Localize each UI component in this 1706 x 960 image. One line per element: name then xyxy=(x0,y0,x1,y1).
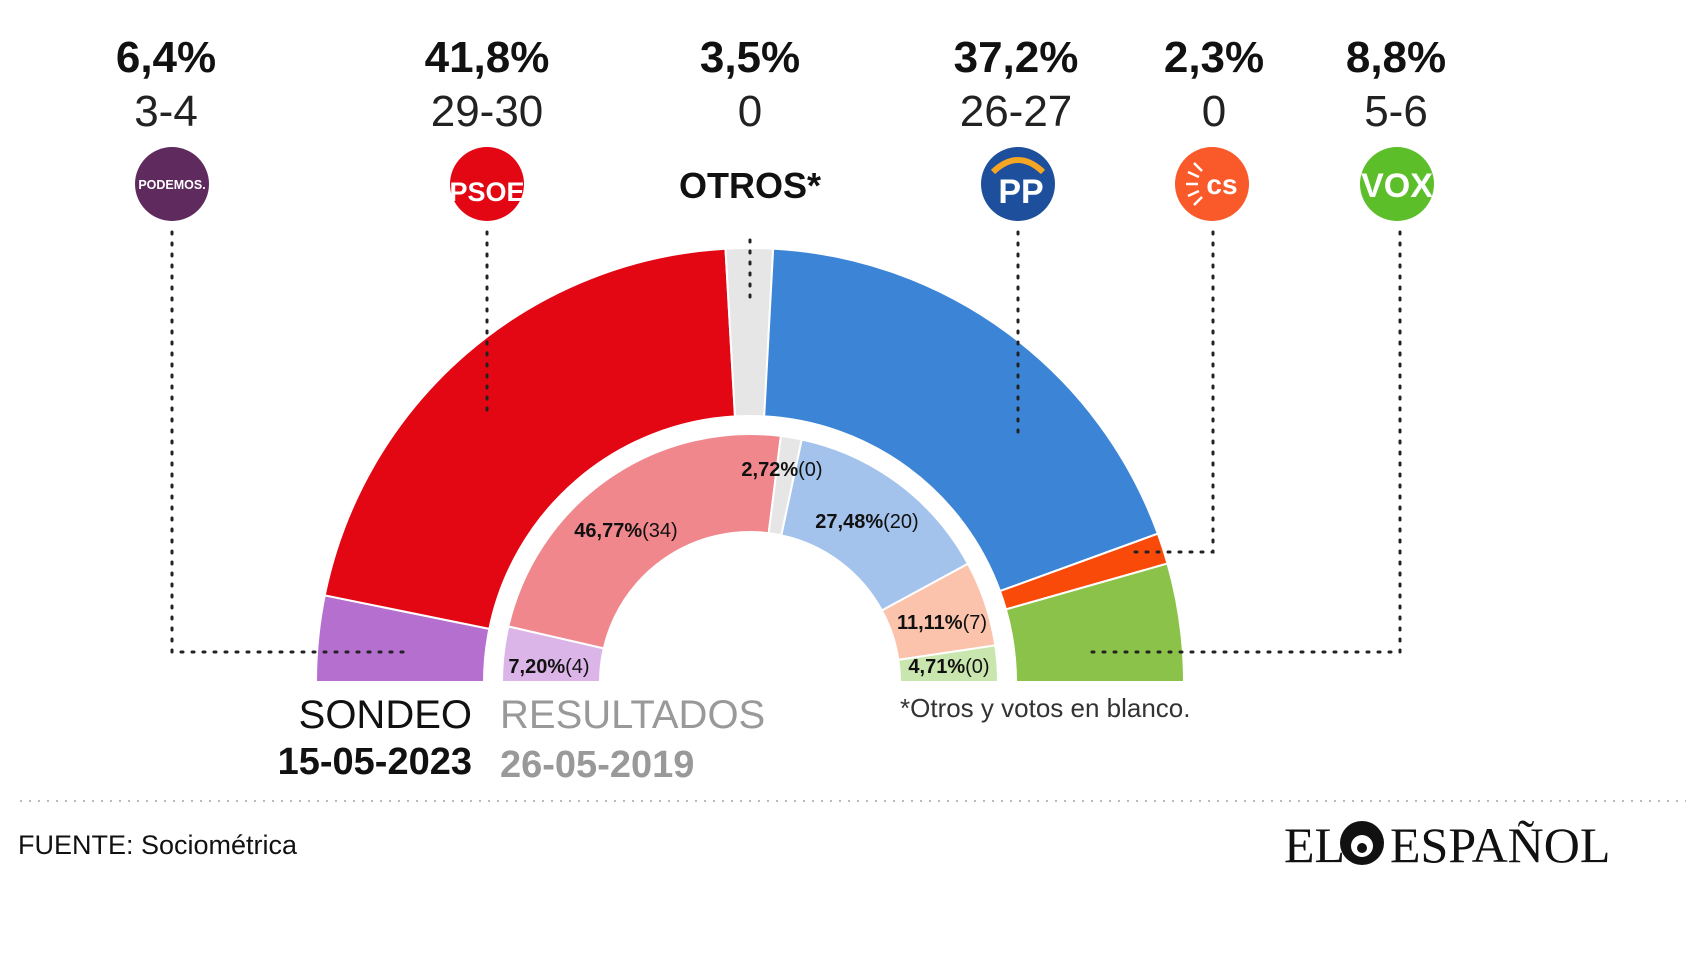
vox-leader-line xyxy=(1084,230,1402,654)
source-text: FUENTE: Sociométrica xyxy=(18,830,298,860)
legend-results-label: RESULTADOS xyxy=(500,693,765,737)
podemos-percent: 6,4% xyxy=(116,33,216,82)
inner-ring-results xyxy=(500,433,1000,683)
svg-text:PP: PP xyxy=(998,173,1043,211)
outer-slice-psoe xyxy=(323,247,737,631)
svg-text:VOX: VOX xyxy=(1361,167,1433,205)
otros-percent: 3,5% xyxy=(700,33,800,82)
podemos-logo-icon: PODEMOS. xyxy=(135,147,209,221)
header-labels: 6,4% 3-4 41,8% 29-30 3,5% 0 37,2% 26-27 … xyxy=(116,33,1446,136)
party-logos: PODEMOS. PSOE OTROS* PP cs VOX xyxy=(135,147,1434,221)
inner-label-podemos: 7,20%(4) xyxy=(508,656,589,678)
outer-slice-vox xyxy=(1004,562,1186,683)
inner-slice-vox xyxy=(897,644,1000,683)
outer-slice-pp xyxy=(763,247,1160,593)
podemos-leader-line xyxy=(170,230,410,654)
vox-percent: 8,8% xyxy=(1346,33,1446,82)
inner-label-pp: 27,48%(20) xyxy=(815,511,918,533)
pp-logo-icon: PP xyxy=(981,147,1055,221)
el-espanol-logo: EL ESPAÑOL xyxy=(1284,817,1610,873)
vox-logo-icon: VOX xyxy=(1360,147,1434,221)
pp-percent: 37,2% xyxy=(954,33,1079,82)
footnote-otros: *Otros y votos en blanco. xyxy=(900,693,1190,723)
svg-text:PSOE: PSOE xyxy=(449,177,524,207)
otros-logo-label: OTROS* xyxy=(679,165,821,206)
lion-head-icon xyxy=(1340,821,1384,865)
svg-text:PODEMOS.: PODEMOS. xyxy=(138,178,205,192)
cs-seats: 0 xyxy=(1202,87,1226,136)
leader-lines xyxy=(170,230,1402,654)
vox-seats: 5-6 xyxy=(1364,87,1428,136)
psoe-percent: 41,8% xyxy=(425,33,550,82)
brand-right: ESPAÑOL xyxy=(1390,817,1610,873)
otros-seats: 0 xyxy=(738,87,762,136)
pp-seats: 26-27 xyxy=(960,87,1073,136)
svg-text:cs: cs xyxy=(1206,169,1237,200)
inner-ring-labels: 7,20%(4) 46,77%(34) 2,72%(0) 27,48%(20) … xyxy=(508,459,989,678)
legend-results-date: 26-05-2019 xyxy=(500,744,694,786)
psoe-logo-icon: PSOE xyxy=(449,147,525,221)
podemos-seats: 3-4 xyxy=(134,87,198,136)
psoe-seats: 29-30 xyxy=(431,87,544,136)
ring-legend: SONDEO 15-05-2023 RESULTADOS 26-05-2019 xyxy=(278,693,766,786)
cs-leader-line xyxy=(1128,230,1215,554)
legend-poll-date: 15-05-2023 xyxy=(278,741,472,783)
cs-percent: 2,3% xyxy=(1164,33,1264,82)
brand-left: EL xyxy=(1284,817,1345,873)
outer-ring-poll xyxy=(314,247,1186,683)
legend-poll-label: SONDEO xyxy=(299,693,472,737)
cs-logo-icon: cs xyxy=(1175,147,1249,221)
inner-slice-psoe xyxy=(507,433,783,650)
inner-label-otros: 2,72%(0) xyxy=(741,459,822,481)
inner-label-vox: 4,71%(0) xyxy=(908,656,989,678)
inner-label-cs: 11,11%(7) xyxy=(897,612,987,634)
inner-label-psoe: 46,77%(34) xyxy=(574,520,677,542)
